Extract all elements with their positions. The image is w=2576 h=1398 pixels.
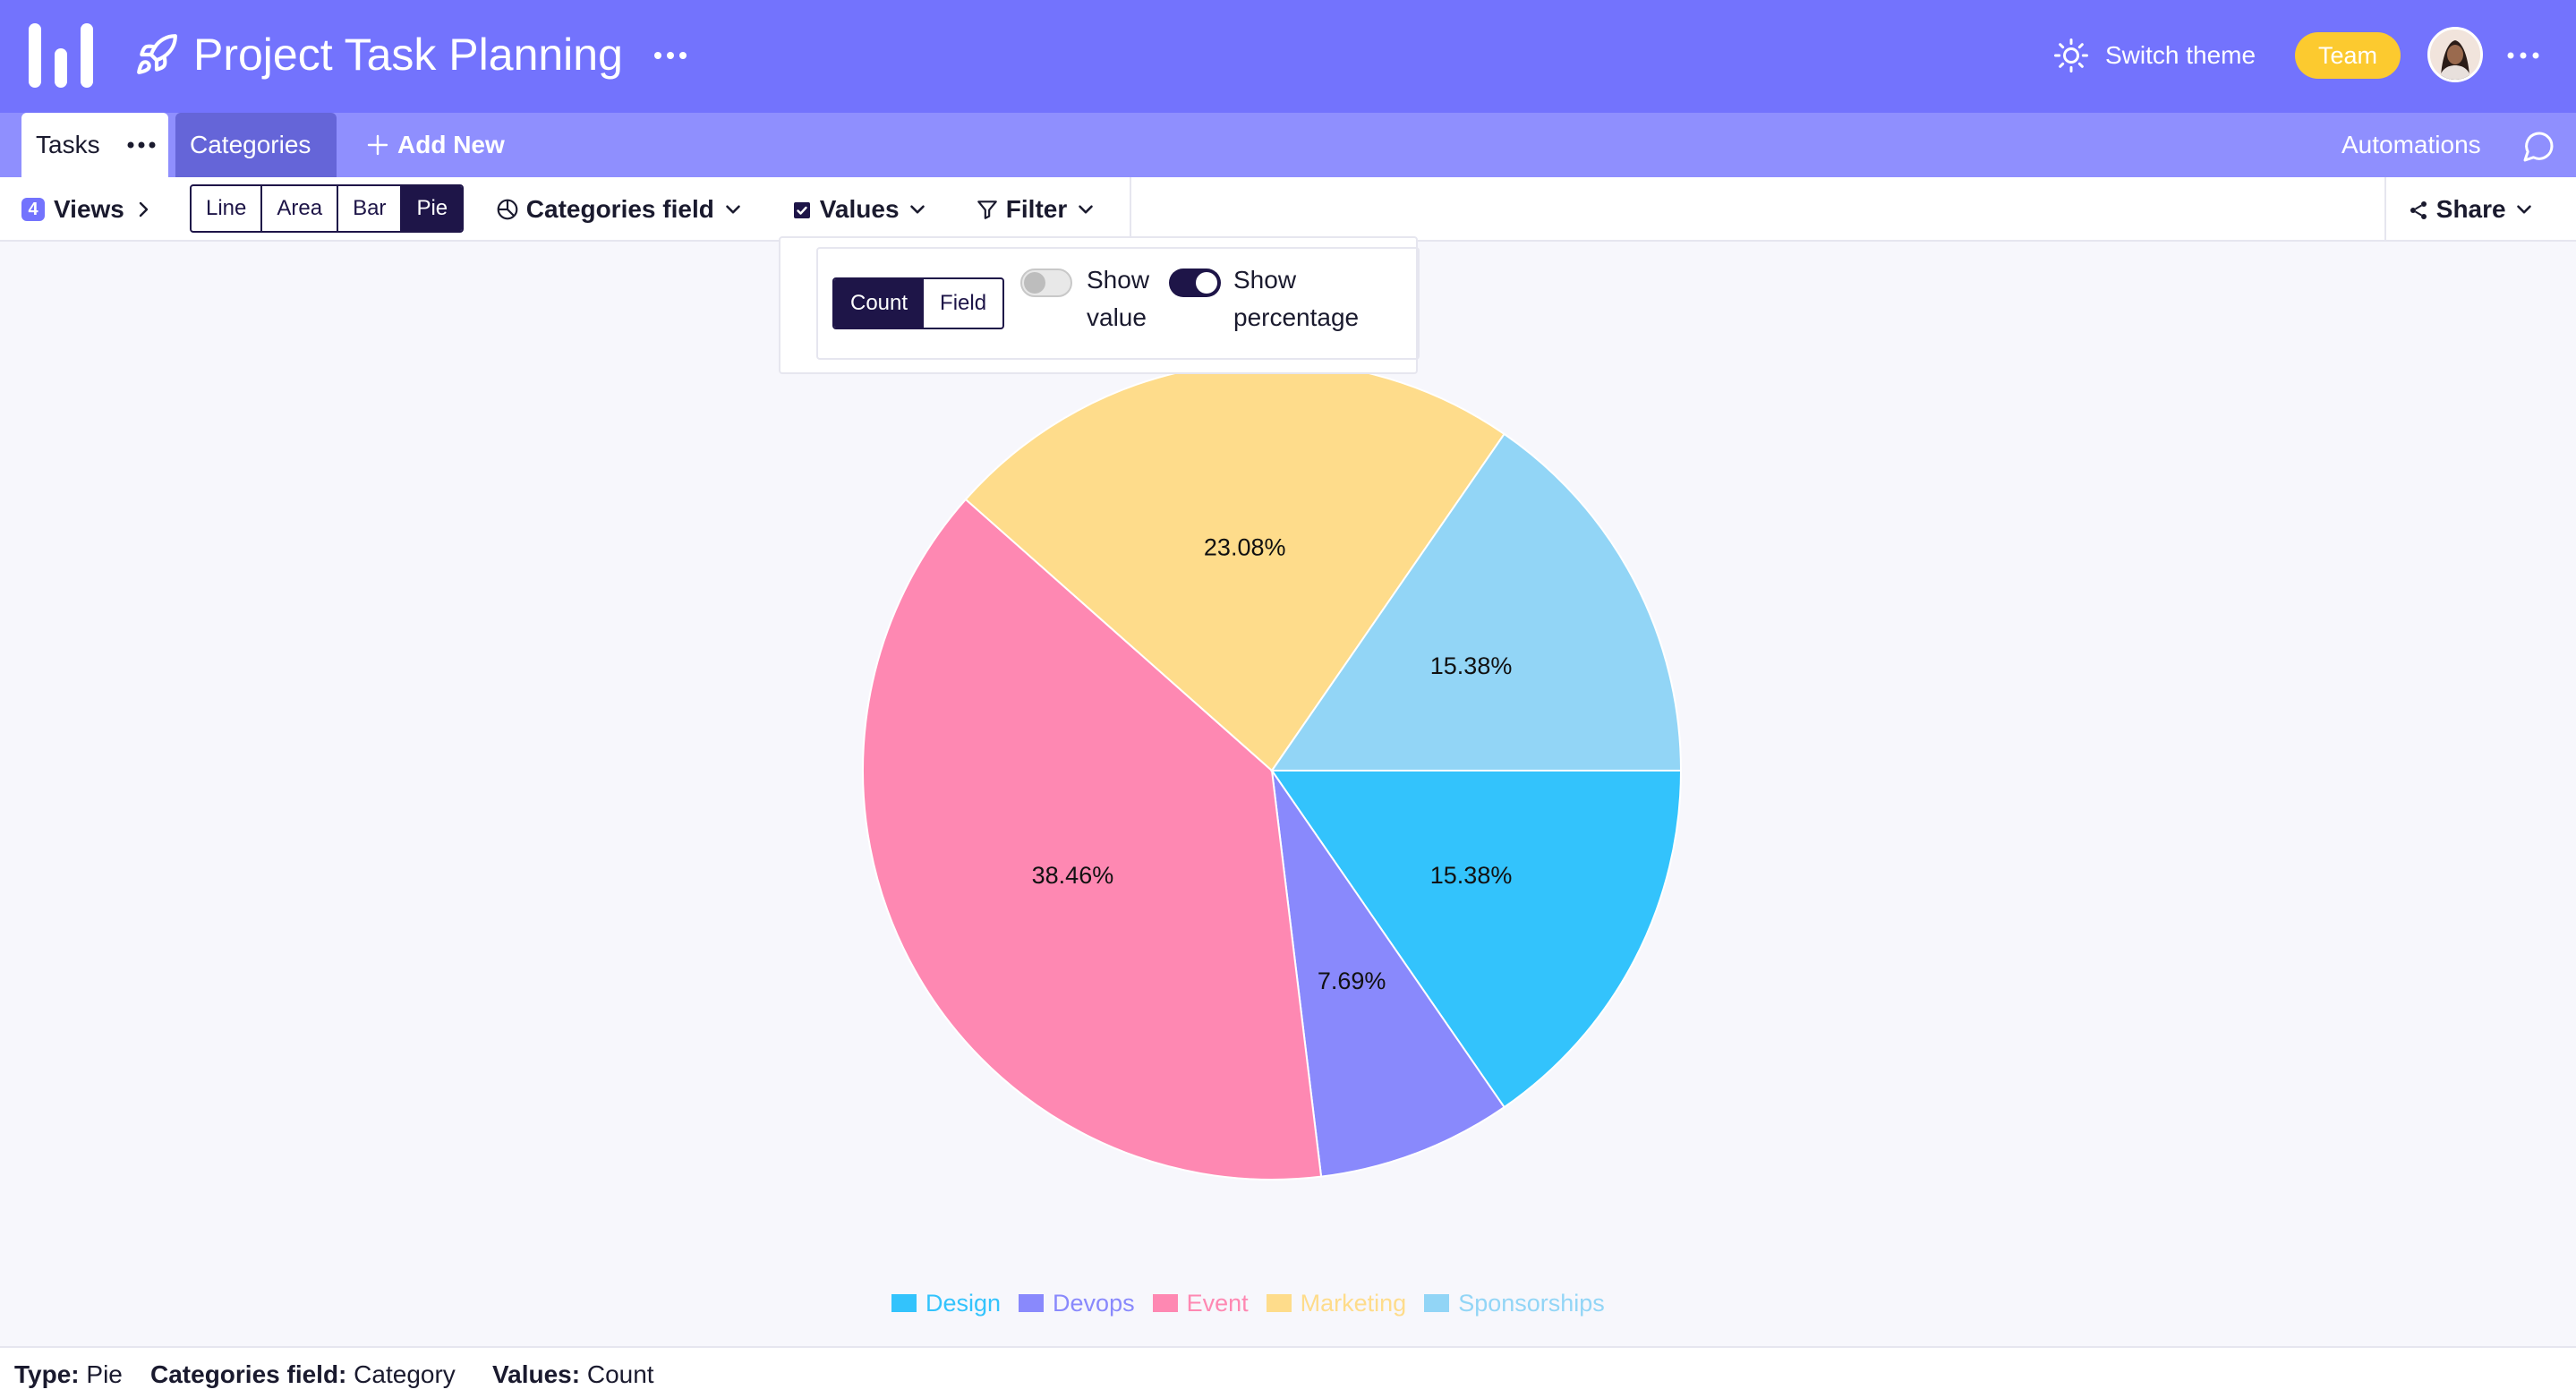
chat-icon[interactable] bbox=[2521, 129, 2556, 165]
switch-theme-button[interactable]: Switch theme bbox=[2105, 41, 2256, 69]
sun-icon[interactable] bbox=[2053, 38, 2089, 73]
legend-swatch bbox=[1266, 1294, 1292, 1312]
team-badge[interactable]: Team bbox=[2295, 32, 2401, 79]
chart-type-bar[interactable]: Bar bbox=[338, 186, 403, 231]
legend-label: Event bbox=[1186, 1290, 1249, 1317]
chevron-down-icon bbox=[910, 205, 925, 214]
pie-slice-label: 38.46% bbox=[1032, 862, 1114, 889]
views-label: Views bbox=[54, 195, 124, 223]
chart-legend: Design Devops Event Marketing Sponsorshi… bbox=[891, 1287, 1623, 1319]
legend-item-sponsorships[interactable]: Sponsorships bbox=[1424, 1287, 1605, 1319]
pie-slice-event[interactable] bbox=[862, 498, 1323, 1181]
pie-slice-label: 15.38% bbox=[1430, 862, 1513, 889]
show-percentage-label-line1: Show bbox=[1233, 266, 1297, 294]
legend-swatch bbox=[1019, 1294, 1045, 1312]
show-percentage-label: Show percentage bbox=[1233, 261, 1412, 337]
views-count-badge: 4 bbox=[21, 198, 45, 221]
share-icon bbox=[2410, 201, 2427, 219]
automations-button[interactable]: Automations bbox=[2341, 131, 2481, 158]
values-dropdown[interactable]: Values bbox=[791, 193, 929, 226]
pie-slice-design[interactable] bbox=[1270, 770, 1683, 1109]
legend-swatch bbox=[891, 1294, 917, 1312]
chart-type-line[interactable]: Line bbox=[192, 186, 263, 231]
footer-type-value: Pie bbox=[86, 1360, 123, 1388]
views-button[interactable]: 4 Views bbox=[21, 193, 149, 226]
legend-swatch bbox=[1424, 1294, 1450, 1312]
add-new-label: Add New bbox=[397, 131, 505, 158]
app-header: Project Task Planning Switch theme Team bbox=[0, 0, 2576, 113]
chevron-down-icon bbox=[2517, 205, 2532, 214]
mode-field[interactable]: Field bbox=[940, 291, 987, 315]
chevron-right-icon bbox=[139, 201, 149, 217]
toolbar-divider bbox=[1130, 177, 1131, 240]
tab-tasks[interactable]: Tasks bbox=[21, 113, 168, 177]
more-icon[interactable] bbox=[124, 127, 159, 163]
plus-icon bbox=[367, 134, 388, 156]
share-label: Share bbox=[2435, 195, 2506, 223]
tab-tasks-label: Tasks bbox=[36, 131, 100, 158]
rocket-icon bbox=[137, 34, 177, 74]
logo-icon[interactable] bbox=[27, 21, 95, 90]
footer-categories-field: Categories field: Category bbox=[150, 1359, 456, 1391]
pie-slice-label: 7.69% bbox=[1318, 968, 1386, 994]
share-button[interactable]: Share bbox=[2384, 177, 2576, 240]
toggle-knob bbox=[1196, 272, 1217, 294]
categories-field-label: Categories field bbox=[525, 195, 714, 223]
tab-categories[interactable]: Categories bbox=[175, 113, 337, 177]
legend-label: Marketing bbox=[1300, 1290, 1407, 1317]
pie-slice-sponsorships[interactable] bbox=[1270, 432, 1683, 771]
legend-label: Sponsorships bbox=[1458, 1290, 1605, 1317]
chevron-down-icon bbox=[725, 205, 740, 214]
show-value-label-line2: value bbox=[1087, 303, 1147, 331]
mode-count[interactable]: Count bbox=[834, 279, 925, 328]
filter-label: Filter bbox=[1005, 195, 1068, 223]
values-label: Values bbox=[819, 195, 900, 223]
filter-icon bbox=[977, 200, 997, 219]
chevron-down-icon bbox=[1079, 205, 1093, 214]
legend-item-devops[interactable]: Devops bbox=[1019, 1287, 1135, 1319]
pie-slice-devops[interactable] bbox=[1271, 770, 1506, 1178]
legend-label: Devops bbox=[1053, 1290, 1135, 1317]
add-new-button[interactable]: Add New bbox=[367, 129, 505, 161]
avatar[interactable] bbox=[2427, 27, 2483, 82]
chart-toolbar: 4 Views Line Area Bar Pie Categories fiel… bbox=[0, 177, 2576, 242]
toggle-knob bbox=[1024, 272, 1045, 294]
pie-chart-icon bbox=[497, 199, 518, 220]
more-icon[interactable] bbox=[2503, 38, 2544, 73]
chart-type-area[interactable]: Area bbox=[262, 186, 339, 231]
show-value-label: Show value bbox=[1087, 261, 1167, 337]
legend-item-design[interactable]: Design bbox=[891, 1287, 1001, 1319]
footer-values: Values: Count bbox=[492, 1359, 654, 1391]
categories-field-dropdown[interactable]: Categories field bbox=[496, 193, 745, 226]
show-percentage-label-line2: percentage bbox=[1233, 303, 1360, 331]
filter-dropdown[interactable]: Filter bbox=[976, 193, 1097, 226]
chart-summary-footer: Type: Pie Categories field: Category Val… bbox=[0, 1346, 2576, 1398]
chart-type-pie[interactable]: Pie bbox=[402, 186, 463, 231]
footer-type: Type: Pie bbox=[14, 1359, 123, 1391]
pie-slice-label: 23.08% bbox=[1204, 533, 1286, 560]
page-title[interactable]: Project Task Planning bbox=[193, 30, 623, 80]
more-icon[interactable] bbox=[650, 36, 691, 75]
legend-swatch bbox=[1152, 1294, 1178, 1312]
tab-categories-label: Categories bbox=[190, 131, 311, 158]
show-value-label-line1: Show bbox=[1087, 266, 1150, 294]
footer-categories-value: Category bbox=[354, 1360, 456, 1388]
checkbox-icon bbox=[794, 202, 810, 218]
footer-values-label: Values: bbox=[492, 1360, 581, 1388]
footer-categories-label: Categories field: bbox=[150, 1360, 347, 1388]
show-value-toggle[interactable] bbox=[1020, 269, 1072, 297]
pie-chart: 15.38% 7.69% 38.46% 23.08% 15.38% bbox=[862, 361, 1683, 1181]
pie-slice-label: 15.38% bbox=[1430, 652, 1513, 679]
chart-type-selector: Line Area Bar Pie bbox=[190, 184, 465, 233]
legend-item-event[interactable]: Event bbox=[1152, 1287, 1249, 1319]
values-mode-selector: Count Field bbox=[832, 277, 1005, 329]
show-percentage-toggle[interactable] bbox=[1169, 269, 1221, 297]
legend-item-marketing[interactable]: Marketing bbox=[1266, 1287, 1407, 1319]
footer-type-label: Type: bbox=[14, 1360, 80, 1388]
footer-values-value: Count bbox=[586, 1360, 654, 1388]
legend-label: Design bbox=[925, 1290, 1002, 1317]
values-popover: Count Field Show value Show percentage bbox=[779, 236, 1420, 374]
tabs-bar: Tasks Categories Add New Automations bbox=[0, 113, 2576, 177]
values-options: Count Field Show value Show percentage bbox=[816, 247, 1420, 360]
